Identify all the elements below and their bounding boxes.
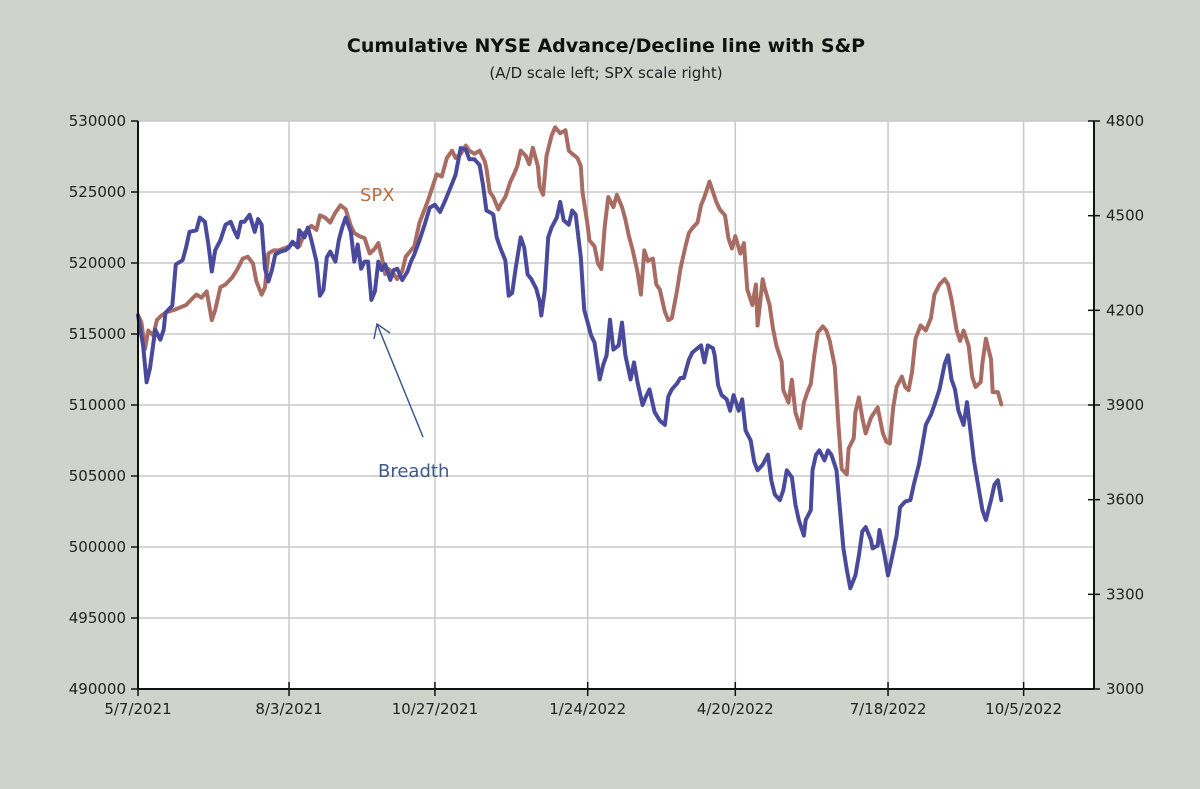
x-tick-label: 4/20/2022 [697, 700, 774, 718]
x-tick-label: 5/7/2021 [104, 700, 171, 718]
x-tick-label: 8/3/2021 [255, 700, 322, 718]
x-tick-label: 10/27/2021 [392, 700, 478, 718]
right-tick-label: 4500 [1106, 207, 1144, 225]
left-tick-label: 520000 [69, 254, 126, 272]
right-axis-ticks: 4800 4500 4200 3900 3600 3300 3000 [1088, 112, 1144, 698]
breadth-label: Breadth [378, 461, 449, 482]
chart-title: Cumulative NYSE Advance/Decline line wit… [347, 35, 865, 57]
right-tick-label: 3900 [1106, 396, 1144, 414]
x-axis-ticks: 5/7/2021 8/3/2021 10/27/2021 1/24/2022 4/20/… [104, 682, 1062, 718]
right-tick-label: 3000 [1106, 680, 1144, 698]
series-line-breadth [136, 146, 1004, 591]
left-tick-label: 530000 [69, 112, 126, 130]
right-tick-label: 3600 [1106, 491, 1144, 509]
left-tick-label: 525000 [69, 183, 126, 201]
right-tick-label: 3300 [1106, 585, 1144, 603]
left-tick-label: 495000 [69, 609, 126, 627]
left-tick-label: 505000 [69, 467, 126, 485]
left-tick-label: 490000 [69, 680, 126, 698]
breadth-arrow-icon [373, 322, 424, 438]
x-tick-label: 7/18/2022 [850, 700, 927, 718]
series-layer [136, 125, 1004, 591]
spx-label: SPX [360, 185, 395, 206]
chart-subtitle: (A/D scale left; SPX scale right) [489, 64, 722, 82]
x-tick-label: 10/5/2022 [985, 700, 1062, 718]
right-tick-label: 4200 [1106, 301, 1144, 319]
x-tick-label: 1/24/2022 [549, 700, 626, 718]
left-axis-ticks: 530000 525000 520000 515000 510000 505000 5000… [69, 112, 138, 698]
left-tick-label: 510000 [69, 396, 126, 414]
left-tick-label: 500000 [69, 538, 126, 556]
right-tick-label: 4800 [1106, 112, 1144, 130]
left-tick-label: 515000 [69, 325, 126, 343]
